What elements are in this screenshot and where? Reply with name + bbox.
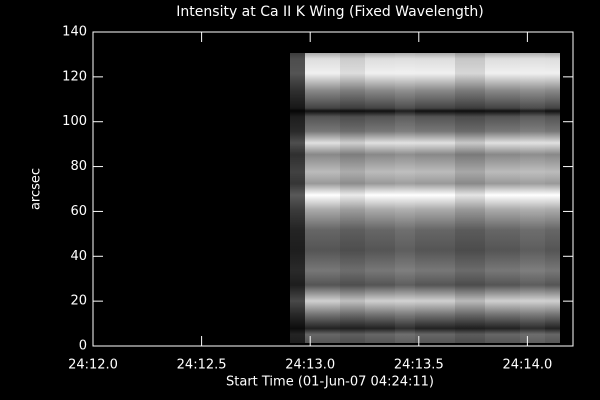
- image-shade: [340, 53, 365, 343]
- x-tick-label: 24:12.5: [177, 358, 227, 373]
- y-tick-label: 120: [62, 69, 87, 84]
- image-body: [290, 53, 560, 343]
- y-axis-label: arcsec: [29, 168, 44, 210]
- plot-frame: [92, 31, 574, 347]
- x-axis-label: Start Time (01-Jun-07 04:24:11): [226, 375, 434, 390]
- y-tick-label: 80: [70, 159, 87, 174]
- image-shade: [520, 53, 545, 343]
- y-tick-label: 60: [70, 204, 87, 219]
- image-dark-column: [290, 53, 305, 343]
- y-tick-label: 0: [79, 339, 87, 354]
- x-tick-label: 24:14.0: [502, 358, 552, 373]
- y-tick-label: 100: [62, 114, 87, 129]
- image-shade: [395, 53, 415, 343]
- intensity-image: [290, 53, 560, 343]
- x-tick-label: 24:13.0: [285, 358, 335, 373]
- chart-title: Intensity at Ca II K Wing (Fixed Wavelen…: [176, 4, 483, 20]
- y-tick-label: 20: [70, 294, 87, 309]
- x-tick-label: 24:12.0: [68, 358, 118, 373]
- x-tick-label: 24:13.5: [394, 358, 444, 373]
- image-shade: [455, 53, 485, 343]
- y-tick-label: 40: [70, 249, 87, 264]
- y-tick-label: 140: [62, 25, 87, 40]
